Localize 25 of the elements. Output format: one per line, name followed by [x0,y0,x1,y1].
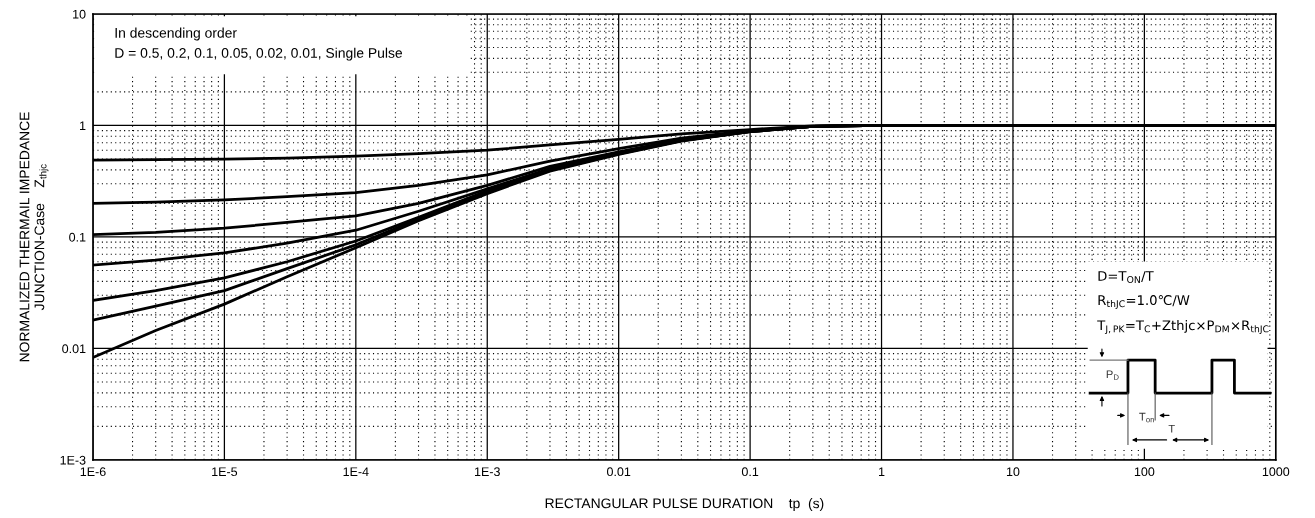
annotation: D = 0.5, 0.2, 0.1, 0.05, 0.02, 0.01, Single Pulse [115,47,403,61]
x-tick-label: 100 [1134,467,1155,477]
annotation: D=T$_{ON}$/T [1098,271,1154,284]
y-tick-label: 0.1 [69,232,86,242]
y-axis-title: NORMALIZED THERMAIL IMPEDANCE JUNCTION-Case Z$_{thjc}$ [19,112,49,362]
y-tick-label: 10 [73,9,86,19]
annotation: T$_{J,PK}$=T$_{C}$+Zthjc×P$_{DM}$×R$_{thJC}$ [1097,320,1269,335]
x-axis-title: RECTANGULAR PULSE DURATION tp (s) [545,498,824,511]
annotation: In descending order [115,27,237,41]
y-tick-label: 1 [80,121,86,131]
x-tick-label: 1E-3 [475,467,500,477]
x-tick-label: 1E-4 [343,467,369,476]
x-tick-label: 1E-5 [212,467,238,477]
x-tick-label: 10 [1006,467,1020,477]
x-tick-label: 0.1 [741,467,759,477]
x-tick-label: 1000 [1262,467,1290,477]
annotation: R$_{thJC}$=1.0℃/W [1098,295,1190,309]
x-tick-label: 1 [879,467,885,476]
annotation: P$_{D}$ [1106,370,1119,380]
annotation: T [1168,424,1175,433]
y-tick-label: 0.01 [62,344,86,354]
x-tick-label: 1E-6 [80,467,106,477]
y-tick-label: 1E-3 [60,455,86,465]
annotation: T$_{on}$ [1139,412,1154,423]
x-tick-label: 0.01 [607,467,631,477]
